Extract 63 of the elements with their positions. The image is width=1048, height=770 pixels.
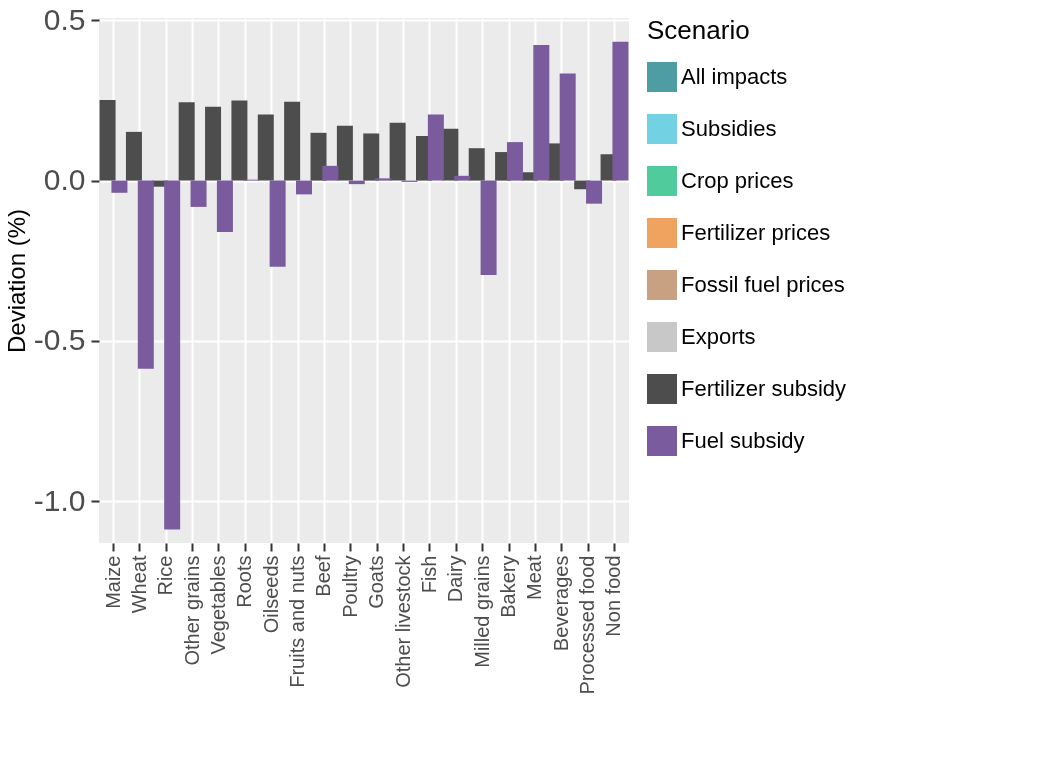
bar [389,122,406,181]
legend-label: Fuel subsidy [681,428,805,453]
bar [363,133,380,181]
legend-label: All impacts [681,64,788,89]
bar [137,180,154,369]
bar [468,148,485,181]
x-tick-label: Bakery [497,555,520,618]
x-tick-label: Other livestock [391,554,414,688]
x-tick-label: Beef [312,555,335,597]
x-tick-label: Processed food [576,555,599,695]
bar [559,73,576,181]
legend-label: Fertilizer subsidy [681,376,847,401]
legend-title: Scenario [647,15,750,45]
x-tick-label: Maize [101,555,124,609]
bar [506,142,523,181]
y-tick-label: -1.0 [33,483,86,517]
bar [454,175,471,181]
bar [257,114,274,181]
x-tick-label: Vegetables [206,555,229,655]
bar [231,100,248,181]
legend-label: Fertilizer prices [681,220,831,245]
bar [336,125,353,181]
y-tick-label: 0.0 [43,163,86,197]
bar [269,180,286,267]
legend-label: Subsidies [681,116,777,141]
bar [427,114,444,181]
bar [190,180,207,207]
x-tick-label: Rice [154,555,177,596]
bar [284,101,301,181]
x-tick-label: Poultry [338,555,361,618]
x-tick-label: Milled grains [470,555,493,668]
x-tick-label: Dairy [444,555,467,603]
x-tick-label: Non food [602,555,625,637]
x-tick-label: Fish [417,555,440,594]
x-tick-label: Oilseeds [259,555,282,634]
x-tick-label: Goats [365,555,388,609]
y-tick-label: 0.5 [43,2,86,36]
x-tick-label: Beverages [549,555,572,652]
legend-label: Crop prices [681,168,794,193]
bar [310,132,327,181]
bar [480,180,497,275]
x-tick-label: Wheat [127,555,150,614]
x-tick-label: Other grains [180,555,203,666]
legend-label: Fossil fuel prices [681,272,845,297]
x-tick-label: Fruits and nuts [286,555,309,688]
bar [99,100,116,181]
bar [164,180,181,530]
y-tick-label: -0.5 [33,323,86,357]
bar [216,180,233,232]
bar [111,180,128,193]
legend-label: Exports [681,324,756,349]
bar [322,165,339,181]
x-tick-label: Roots [233,555,256,608]
bar [178,102,195,181]
y-axis-title: Deviation (%) [2,208,30,354]
bar [205,106,222,181]
bar [125,131,142,181]
bar [586,180,603,204]
bar [375,178,392,181]
bar [296,180,313,195]
bar [612,41,629,181]
x-tick-label: Meat [523,555,546,600]
bar [533,44,550,181]
